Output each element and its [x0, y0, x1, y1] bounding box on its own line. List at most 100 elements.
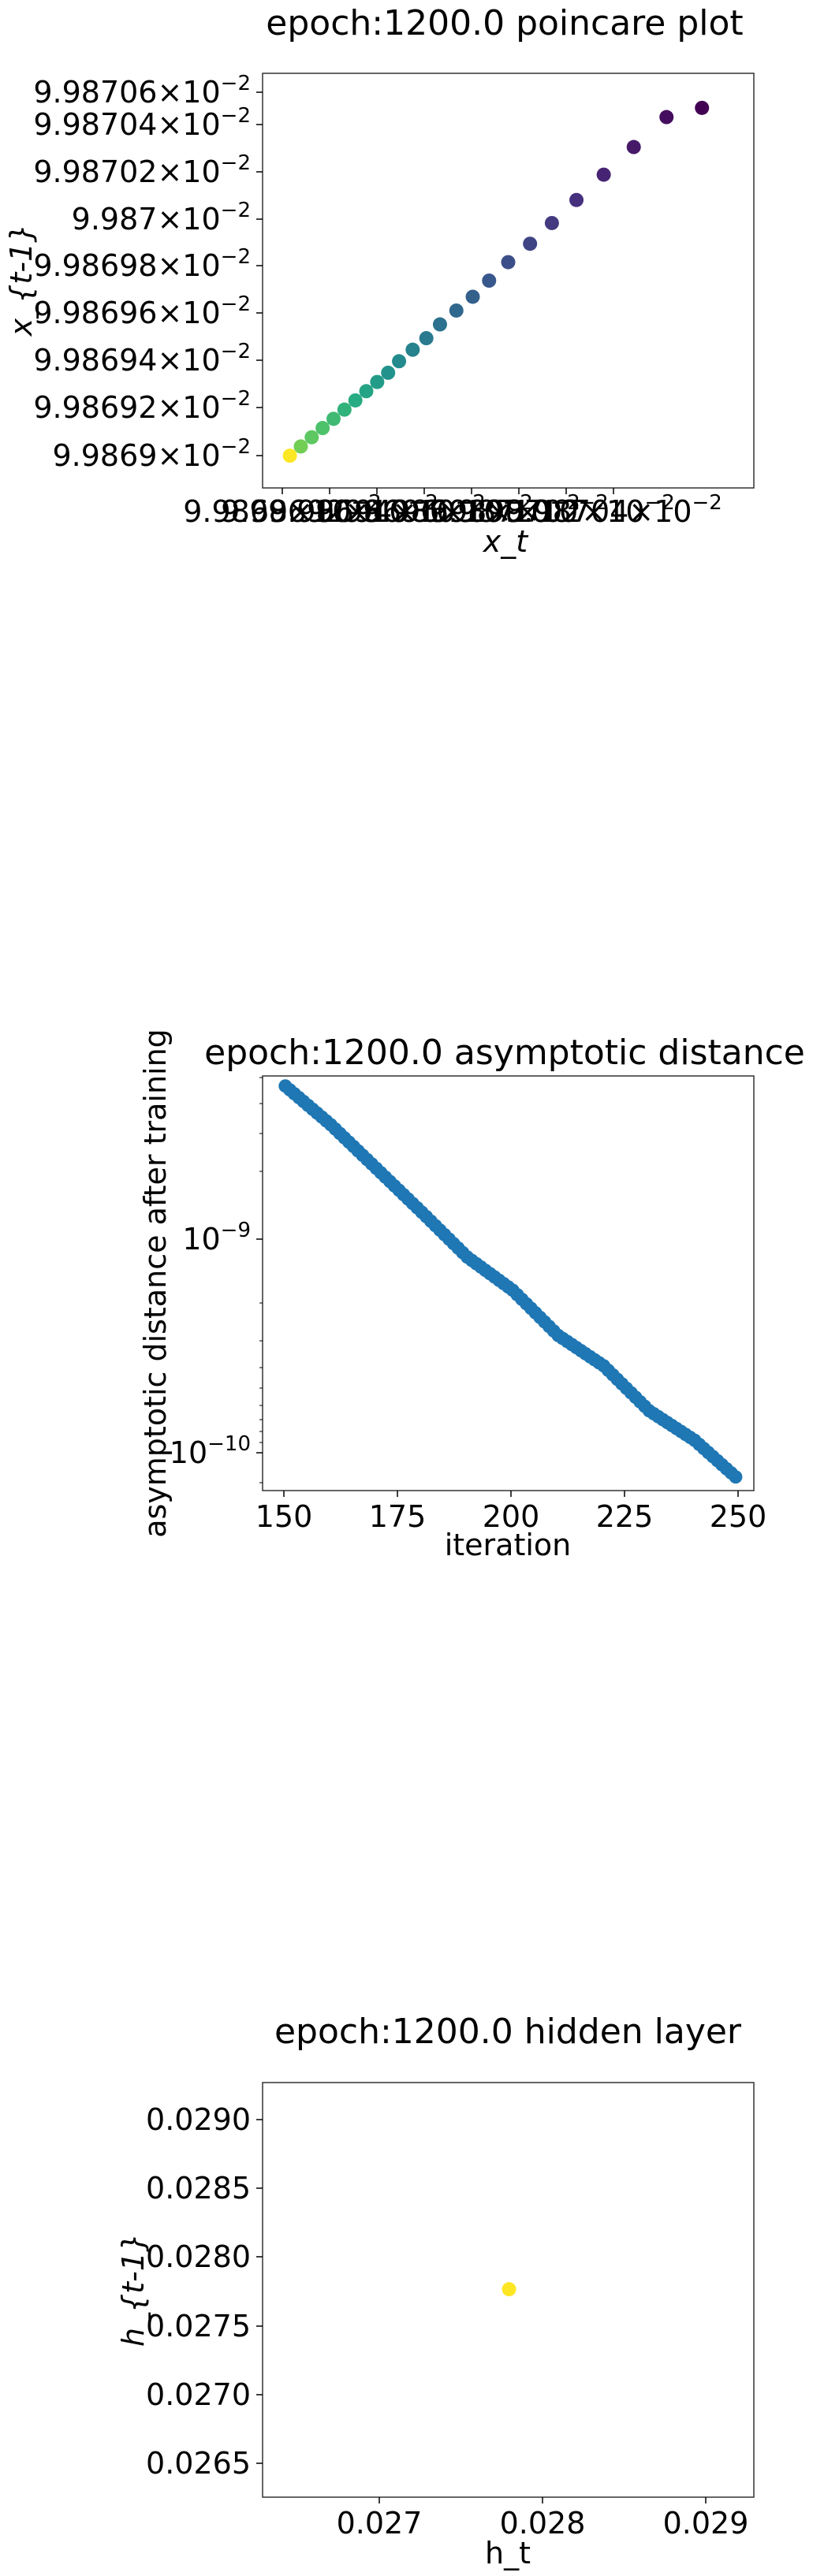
poincare-points	[282, 100, 710, 463]
poincare-xtick-label: 9.98702	[457, 494, 581, 529]
svg-text:9.987×10−2: 9.987×10−2	[72, 199, 251, 236]
asymptotic-y-ticks: 10−9 10−10	[170, 1077, 263, 1483]
poincare-ytick-suffix: ×10	[157, 107, 220, 142]
poincare-xtick: 9.98696×10−2	[315, 488, 533, 529]
poincare-ytick: 9.9869×10−2	[53, 435, 263, 473]
poincare-point	[370, 374, 385, 389]
poincare-xtick: 9.987×10−2	[429, 488, 609, 529]
hidden-ytick-label: 0.0270	[146, 2377, 251, 2412]
poincare-xtick-exp: −2	[692, 491, 722, 515]
asymptotic-x-ticks: 150 175 200 225 250	[255, 1491, 766, 1534]
poincare-ytick: 9.98694×10−2	[33, 340, 263, 378]
asymptotic-xtick: 175	[369, 1491, 427, 1534]
hidden-xtick: 0.028	[500, 2497, 585, 2541]
hidden-ytick-label: 0.0285	[146, 2171, 251, 2206]
poincare-point	[449, 303, 464, 318]
hidden-xtick-label: 0.029	[663, 2506, 749, 2541]
poincare-xtick-suffix: ×10	[487, 494, 550, 529]
asymptotic-xtick-label: 175	[369, 1499, 427, 1534]
svg-text:9.98696×10−2: 9.98696×10−2	[33, 292, 251, 330]
poincare-ytick: 9.98696×10−2	[33, 292, 263, 330]
poincare-xtick: 9.98702×10−2	[457, 488, 675, 529]
hidden-ylabel: h_{t-1}	[116, 2233, 151, 2347]
poincare-point	[695, 100, 710, 115]
poincare-ytick-label: 9.9869	[53, 438, 158, 473]
poincare-point	[293, 439, 308, 454]
poincare-ytick-exp: −2	[221, 72, 251, 95]
poincare-ytick: 9.98702×10−2	[33, 151, 263, 189]
asymptotic-ytick-base: 10	[170, 1435, 207, 1470]
poincare-ytick-exp: −2	[221, 104, 251, 128]
poincare-point	[337, 402, 352, 417]
poincare-point	[482, 274, 497, 288]
hidden-ytick: 0.0275	[146, 2309, 263, 2343]
poincare-ytick-label: 9.98692	[33, 390, 157, 425]
hidden-xtick: 0.027	[337, 2497, 423, 2541]
asymptotic-point	[729, 1470, 743, 1484]
poincare-ytick-exp: −2	[221, 435, 251, 459]
poincare-point	[359, 384, 374, 399]
poincare-point	[596, 167, 611, 182]
poincare-point	[405, 342, 420, 357]
poincare-ytick-suffix: ×10	[157, 390, 220, 425]
poincare-xtick-suffix: ×10	[628, 494, 692, 529]
hidden-ytick: 0.0280	[146, 2239, 263, 2274]
poincare-point	[523, 236, 538, 251]
svg-text:10−9: 10−9	[182, 1219, 251, 1256]
poincare-ytick-suffix: ×10	[157, 248, 220, 283]
poincare-xtick: 9.98694×10−2	[268, 488, 486, 529]
poincare-ytick-label: 9.98696	[33, 296, 157, 330]
poincare-xlabel: x_t	[483, 524, 529, 559]
hidden-xlabel: h_t	[485, 2536, 531, 2570]
poincare-ytick-exp: −2	[221, 340, 251, 363]
svg-text:9.98698×10−2: 9.98698×10−2	[33, 245, 251, 283]
poincare-point	[326, 411, 341, 426]
hidden-ytick-label: 0.0265	[146, 2446, 251, 2481]
poincare-ytick-exp: −2	[221, 151, 251, 175]
svg-text:9.98696×10−2: 9.98696×10−2	[315, 491, 533, 529]
poincare-point	[315, 421, 330, 436]
svg-text:10−10: 10−10	[170, 1432, 251, 1470]
poincare-xtick-label: 9.98704	[505, 494, 628, 529]
poincare-point	[501, 255, 516, 270]
poincare-ytick-exp: −2	[221, 387, 251, 411]
poincare-xtick-exp: −2	[351, 491, 381, 515]
hidden-xtick: 0.029	[663, 2497, 749, 2541]
poincare-point	[304, 430, 319, 445]
poincare-xtick-label: 9.98696	[315, 494, 439, 529]
asymptotic-xtick-label: 225	[596, 1499, 654, 1534]
poincare-y-ticks: 9.98706×10−2 9.98704×10−2 9.98702×10−2 9…	[33, 72, 263, 473]
poincare-xtick-suffix: ×10	[515, 494, 578, 529]
poincare-point	[381, 365, 396, 380]
poincare-point	[626, 140, 641, 154]
poincare-point	[419, 331, 434, 346]
poincare-xtick-exp: −2	[456, 491, 486, 515]
hidden-title: epoch:1200.0 hidden layer	[274, 2012, 742, 2052]
asymptotic-points	[278, 1079, 743, 1484]
poincare-ytick-label: 9.98704	[33, 107, 157, 142]
hidden-xtick-label: 0.027	[337, 2506, 423, 2541]
poincare-point	[432, 317, 447, 332]
poincare-ytick-label: 9.98694	[33, 343, 157, 378]
asymptotic-title: epoch:1200.0 asymptotic distance	[204, 1033, 805, 1073]
svg-text:9.98702×10−2: 9.98702×10−2	[33, 151, 251, 189]
asymptotic-xtick: 225	[596, 1491, 654, 1534]
poincare-xtick: 9.98698×10−2	[363, 488, 580, 529]
svg-text:9.98704×10−2: 9.98704×10−2	[505, 491, 722, 529]
svg-text:9.98706×10−2: 9.98706×10−2	[33, 72, 251, 110]
svg-text:9.98704×10−2: 9.98704×10−2	[33, 104, 251, 142]
svg-text:9.98692×10−2: 9.98692×10−2	[33, 387, 251, 425]
poincare-ylabel: x_{t-1}	[4, 224, 39, 337]
poincare-ytick-exp: −2	[221, 199, 251, 222]
hidden-ytick: 0.0290	[146, 2102, 263, 2137]
poincare-xtick-label: 9.987	[429, 494, 515, 529]
asymptotic-chart: epoch:1200.0 asymptotic distance 150 175…	[138, 1029, 805, 1562]
poincare-xtick: 9.98692×10−2	[221, 488, 438, 529]
poincare-ytick-label: 9.98706	[33, 75, 157, 110]
poincare-xtick-exp: −2	[578, 491, 608, 515]
hidden-ytick: 0.0285	[146, 2171, 263, 2206]
poincare-xtick-label: 9.98694	[268, 494, 392, 529]
poincare-ytick-suffix: ×10	[157, 438, 220, 473]
poincare-ytick: 9.987×10−2	[72, 199, 263, 236]
